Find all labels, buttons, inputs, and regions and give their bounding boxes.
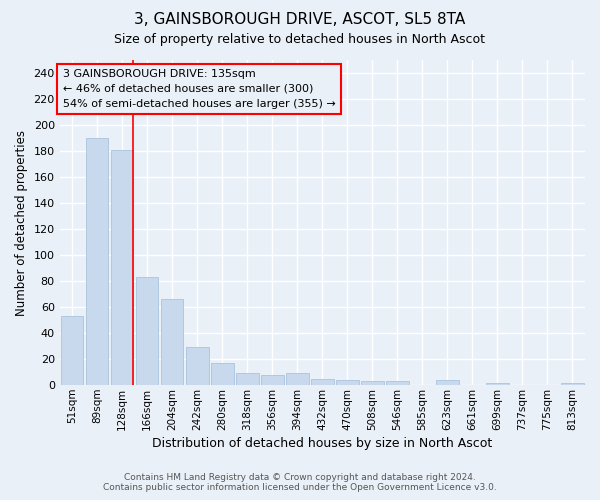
Bar [361, 382, 383, 385]
Text: 3, GAINSBOROUGH DRIVE, ASCOT, SL5 8TA: 3, GAINSBOROUGH DRIVE, ASCOT, SL5 8TA [134, 12, 466, 28]
Bar [386, 382, 409, 385]
Bar [261, 374, 284, 385]
Bar [561, 382, 584, 385]
Bar [111, 150, 133, 385]
Bar [236, 374, 259, 385]
Bar [486, 382, 509, 385]
Bar [186, 348, 209, 385]
Bar [336, 380, 359, 385]
Bar [436, 380, 458, 385]
Y-axis label: Number of detached properties: Number of detached properties [15, 130, 28, 316]
Text: 3 GAINSBOROUGH DRIVE: 135sqm
← 46% of detached houses are smaller (300)
54% of s: 3 GAINSBOROUGH DRIVE: 135sqm ← 46% of de… [62, 69, 335, 108]
Bar [136, 277, 158, 385]
Bar [161, 300, 184, 385]
Text: Contains HM Land Registry data © Crown copyright and database right 2024.
Contai: Contains HM Land Registry data © Crown c… [103, 473, 497, 492]
X-axis label: Distribution of detached houses by size in North Ascot: Distribution of detached houses by size … [152, 437, 493, 450]
Text: Size of property relative to detached houses in North Ascot: Size of property relative to detached ho… [115, 32, 485, 46]
Bar [86, 138, 109, 385]
Bar [286, 374, 308, 385]
Bar [61, 316, 83, 385]
Bar [211, 363, 233, 385]
Bar [311, 378, 334, 385]
